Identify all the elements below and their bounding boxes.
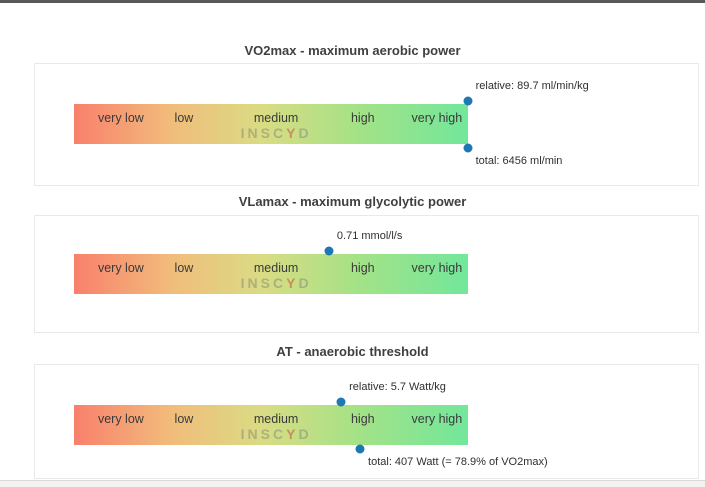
gauge-panel: INSCYD very low low medium high very high rel… — [34, 63, 699, 186]
gauge-title: VO2max - maximum aerobic power — [244, 43, 461, 58]
marker-label-at-bottom: total: 407 Watt (= 78.9% of VO2max) — [368, 456, 548, 468]
scale-label-medium: medium — [253, 111, 299, 125]
top-accent-bar — [0, 0, 705, 3]
gauge-bar: INSCYD very low low medium high very high rel… — [74, 381, 548, 468]
watermark-y: Y — [286, 275, 299, 291]
watermark-text: D — [298, 275, 312, 291]
watermark-text: INSC — [240, 275, 287, 291]
inscyd-watermark: INSCYD — [241, 275, 312, 291]
marker-dot-at-bottom[interactable] — [355, 444, 365, 454]
gauge-bar: INSCYD very low low medium high very high 0.7… — [74, 230, 468, 294]
marker-label-vlamax-top: 0.71 mmol/l/s — [336, 230, 403, 242]
scale-label-low: low — [174, 261, 194, 275]
watermark-text: D — [298, 125, 312, 141]
scale-label-very-low: very low — [97, 111, 144, 125]
scale-label-high: high — [350, 111, 375, 125]
marker-dot-vo2max-top[interactable] — [463, 96, 473, 105]
watermark-text: D — [298, 426, 312, 442]
gauge-title: VLamax - maximum glycolytic power — [238, 194, 467, 209]
scale-label-high: high — [350, 261, 375, 275]
scale-label-very-low: very low — [97, 261, 144, 275]
scale-label-high: high — [350, 412, 375, 426]
marker-dot-vlamax-top[interactable] — [324, 246, 334, 255]
marker-label-at-top: relative: 5.7 Watt/kg — [349, 381, 446, 393]
scale-label-very-low: very low — [97, 412, 144, 426]
gauge-panel: INSCYD very low low medium high very high 0.7… — [34, 215, 699, 333]
scale-label-very-high: very high — [411, 111, 463, 125]
inscyd-watermark: INSCYD — [241, 426, 312, 442]
scale-label-medium: medium — [253, 412, 299, 426]
scale-label-low: low — [174, 111, 194, 125]
inscyd-watermark: INSCYD — [241, 125, 312, 141]
marker-label-vo2max-bottom: total: 6456 ml/min — [475, 155, 563, 167]
page-footer — [0, 480, 705, 487]
scale-label-very-high: very high — [411, 412, 463, 426]
gauge-bar: INSCYD very low low medium high very high rel… — [74, 80, 589, 167]
scale-label-low: low — [174, 412, 194, 426]
marker-dot-at-top[interactable] — [336, 397, 346, 406]
marker-dot-vo2max-bottom[interactable] — [463, 143, 473, 153]
gauge-title: AT - anaerobic threshold — [276, 344, 429, 359]
scale-label-medium: medium — [253, 261, 299, 275]
gauge-panel: INSCYD very low low medium high very high rel… — [34, 364, 699, 479]
watermark-text: INSC — [240, 125, 287, 141]
watermark-y: Y — [286, 426, 299, 442]
marker-label-vo2max-top: relative: 89.7 ml/min/kg — [475, 80, 589, 92]
scale-label-very-high: very high — [411, 261, 463, 275]
watermark-y: Y — [286, 125, 299, 141]
watermark-text: INSC — [240, 426, 287, 442]
